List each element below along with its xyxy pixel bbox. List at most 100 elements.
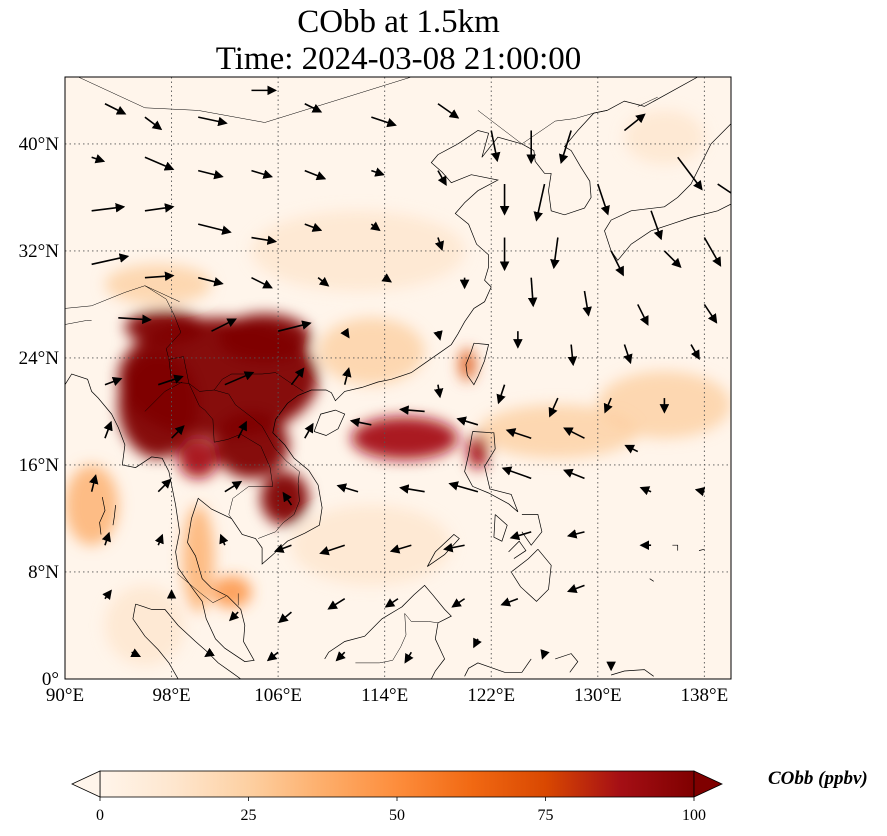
wind-arrow	[623, 113, 646, 132]
plume-region	[65, 464, 119, 546]
wind-arrow	[101, 531, 111, 546]
wind-arrow	[229, 611, 240, 622]
wind-arrow	[198, 223, 232, 235]
wind-arrow	[290, 367, 305, 386]
colorbar-tick-label: 50	[389, 807, 405, 824]
coastline	[672, 544, 679, 551]
country-border	[65, 285, 304, 392]
wind-arrow	[198, 276, 224, 287]
country-border	[355, 613, 407, 664]
wind-arrow	[204, 647, 215, 658]
wind-arrow	[563, 427, 585, 439]
wind-arrow	[144, 156, 175, 171]
wind-arrow	[509, 530, 532, 541]
wind-arrow	[273, 543, 292, 553]
wind-arrow	[623, 344, 633, 365]
coastline	[508, 540, 527, 559]
colorbar-label: CObb (ppbv)	[768, 768, 868, 789]
wind-arrow	[505, 428, 532, 439]
plume-region	[260, 471, 309, 526]
coastline	[324, 584, 452, 679]
plume-region	[214, 411, 289, 479]
lon-tick-label: 122°E	[467, 685, 515, 706]
wind-arrow	[327, 598, 346, 610]
colorbar-tick-label: 25	[241, 807, 257, 824]
colorbar-tick-label: 100	[682, 807, 706, 824]
wind-arrow	[500, 597, 519, 607]
wind-arrow	[154, 533, 164, 546]
plume-region	[459, 348, 476, 381]
coastline	[510, 548, 552, 602]
wind-arrow	[91, 203, 126, 213]
lon-tick-label: 114°E	[361, 685, 408, 706]
plume-region	[477, 404, 638, 459]
title-line-1: CObb at 1.5km	[297, 4, 500, 40]
wind-arrow	[237, 420, 247, 439]
lon-tick-labels: 90°E 98°E 106°E 114°E 122°E 130°E 138°E	[46, 685, 728, 706]
coastline	[65, 130, 522, 662]
coastline	[610, 669, 654, 677]
wind-arrow	[224, 371, 255, 386]
plume-region	[318, 317, 425, 385]
wind-arrow	[434, 237, 444, 252]
country-border	[188, 383, 274, 519]
country-border	[176, 573, 227, 603]
plume-region	[104, 585, 185, 666]
wind-arrow	[399, 484, 425, 494]
wind-arrow	[677, 156, 703, 191]
coastline	[555, 653, 579, 673]
wind-arrow	[198, 116, 228, 127]
coastline	[313, 409, 346, 436]
map-plot-area	[65, 77, 731, 679]
lon-tick-label: 90°E	[46, 685, 84, 706]
wind-arrow	[89, 474, 99, 492]
wind-arrow	[473, 637, 482, 649]
wind-arrow	[336, 483, 359, 493]
lon-tick-label: 98°E	[152, 685, 190, 706]
plume-region	[124, 309, 205, 345]
wind-vectors	[89, 85, 731, 672]
coastline	[112, 505, 116, 526]
country-border	[65, 77, 412, 123]
wind-arrow	[144, 271, 175, 282]
wind-arrow	[650, 210, 663, 241]
wind-arrow	[501, 466, 532, 480]
wind-arrow	[198, 169, 224, 180]
wind-arrow	[381, 273, 393, 283]
country-border	[144, 285, 180, 302]
wind-arrow	[144, 116, 163, 131]
wind-arrow	[437, 170, 447, 187]
plume-region	[218, 313, 312, 362]
plume-region	[104, 264, 212, 305]
wind-arrow	[624, 444, 639, 454]
coastline	[426, 534, 460, 567]
wind-arrow	[433, 330, 443, 341]
wind-arrow	[451, 598, 466, 608]
wind-arrow	[717, 183, 731, 194]
wind-arrow	[404, 651, 414, 664]
wind-arrow	[349, 417, 372, 428]
plume-region	[624, 110, 705, 164]
country-border	[214, 389, 300, 539]
wind-arrow	[277, 320, 312, 332]
wind-arrow	[371, 167, 385, 177]
wind-arrow	[496, 384, 506, 405]
lon-tick-label: 130°E	[574, 685, 622, 706]
coastline	[465, 342, 490, 386]
wind-arrow	[610, 250, 624, 277]
map-frame	[64, 76, 732, 680]
coastline	[606, 77, 698, 111]
coastline	[548, 110, 608, 216]
lat-tick-label: 8°N	[28, 562, 59, 583]
plume-region	[467, 434, 489, 469]
lon-tick-label: 106°E	[254, 685, 302, 706]
wind-arrow	[157, 478, 172, 493]
wind-arrow	[304, 103, 323, 113]
wind-arrow	[703, 237, 722, 267]
wind-arrow	[548, 397, 559, 418]
country-border	[65, 320, 92, 325]
plume-region	[118, 351, 199, 459]
colorbar-extend-max	[693, 770, 723, 798]
wind-arrow	[399, 405, 425, 415]
